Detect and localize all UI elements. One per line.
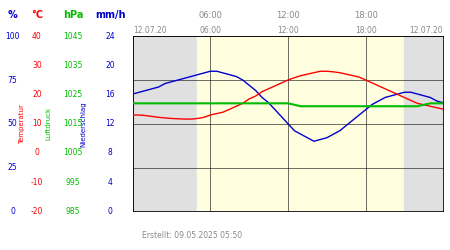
Text: 40: 40 (32, 32, 42, 41)
Text: 25: 25 (8, 163, 18, 172)
Text: 12:00: 12:00 (276, 11, 300, 20)
Text: 1025: 1025 (63, 90, 82, 99)
Text: 10: 10 (32, 119, 42, 128)
Text: -10: -10 (31, 178, 43, 186)
Text: Niederschlag: Niederschlag (80, 101, 86, 146)
Text: hPa: hPa (63, 10, 83, 20)
Text: 1015: 1015 (63, 119, 82, 128)
Text: 0: 0 (35, 148, 39, 158)
Bar (133, 36, 198, 211)
Text: 1005: 1005 (63, 148, 83, 158)
Text: mm/h: mm/h (95, 10, 126, 20)
Text: 12: 12 (105, 119, 115, 128)
Text: 20: 20 (32, 90, 42, 99)
Text: Temperatur: Temperatur (18, 104, 25, 144)
Text: 12.07.20: 12.07.20 (133, 26, 166, 35)
Text: 12.07.20: 12.07.20 (410, 26, 443, 35)
Text: 8: 8 (108, 148, 112, 158)
Text: °C: °C (31, 10, 43, 20)
Text: 985: 985 (66, 207, 80, 216)
Text: 18:00: 18:00 (354, 11, 378, 20)
Text: 0: 0 (108, 207, 112, 216)
Text: 100: 100 (5, 32, 20, 41)
Text: -20: -20 (31, 207, 43, 216)
Text: 75: 75 (8, 76, 18, 84)
Text: 1045: 1045 (63, 32, 83, 41)
Text: 4: 4 (108, 178, 112, 186)
Text: 1035: 1035 (63, 61, 83, 70)
Text: 50: 50 (8, 119, 18, 128)
Text: 18:00: 18:00 (355, 26, 377, 35)
Text: 995: 995 (66, 178, 80, 186)
Bar (405, 36, 443, 211)
Text: Erstellt: 09.05.2025 05:50: Erstellt: 09.05.2025 05:50 (142, 231, 242, 240)
Text: 24: 24 (105, 32, 115, 41)
Bar (198, 36, 405, 211)
Text: 20: 20 (105, 61, 115, 70)
Text: 16: 16 (105, 90, 115, 99)
Text: Luftfeuchtigkeit: Luftfeuchtigkeit (0, 96, 1, 151)
Text: %: % (8, 10, 18, 20)
Text: Luftdruck: Luftdruck (45, 107, 52, 140)
Text: 06:00: 06:00 (199, 26, 221, 35)
Text: 30: 30 (32, 61, 42, 70)
Text: 0: 0 (10, 207, 15, 216)
Text: 06:00: 06:00 (198, 11, 222, 20)
Text: 12:00: 12:00 (277, 26, 299, 35)
